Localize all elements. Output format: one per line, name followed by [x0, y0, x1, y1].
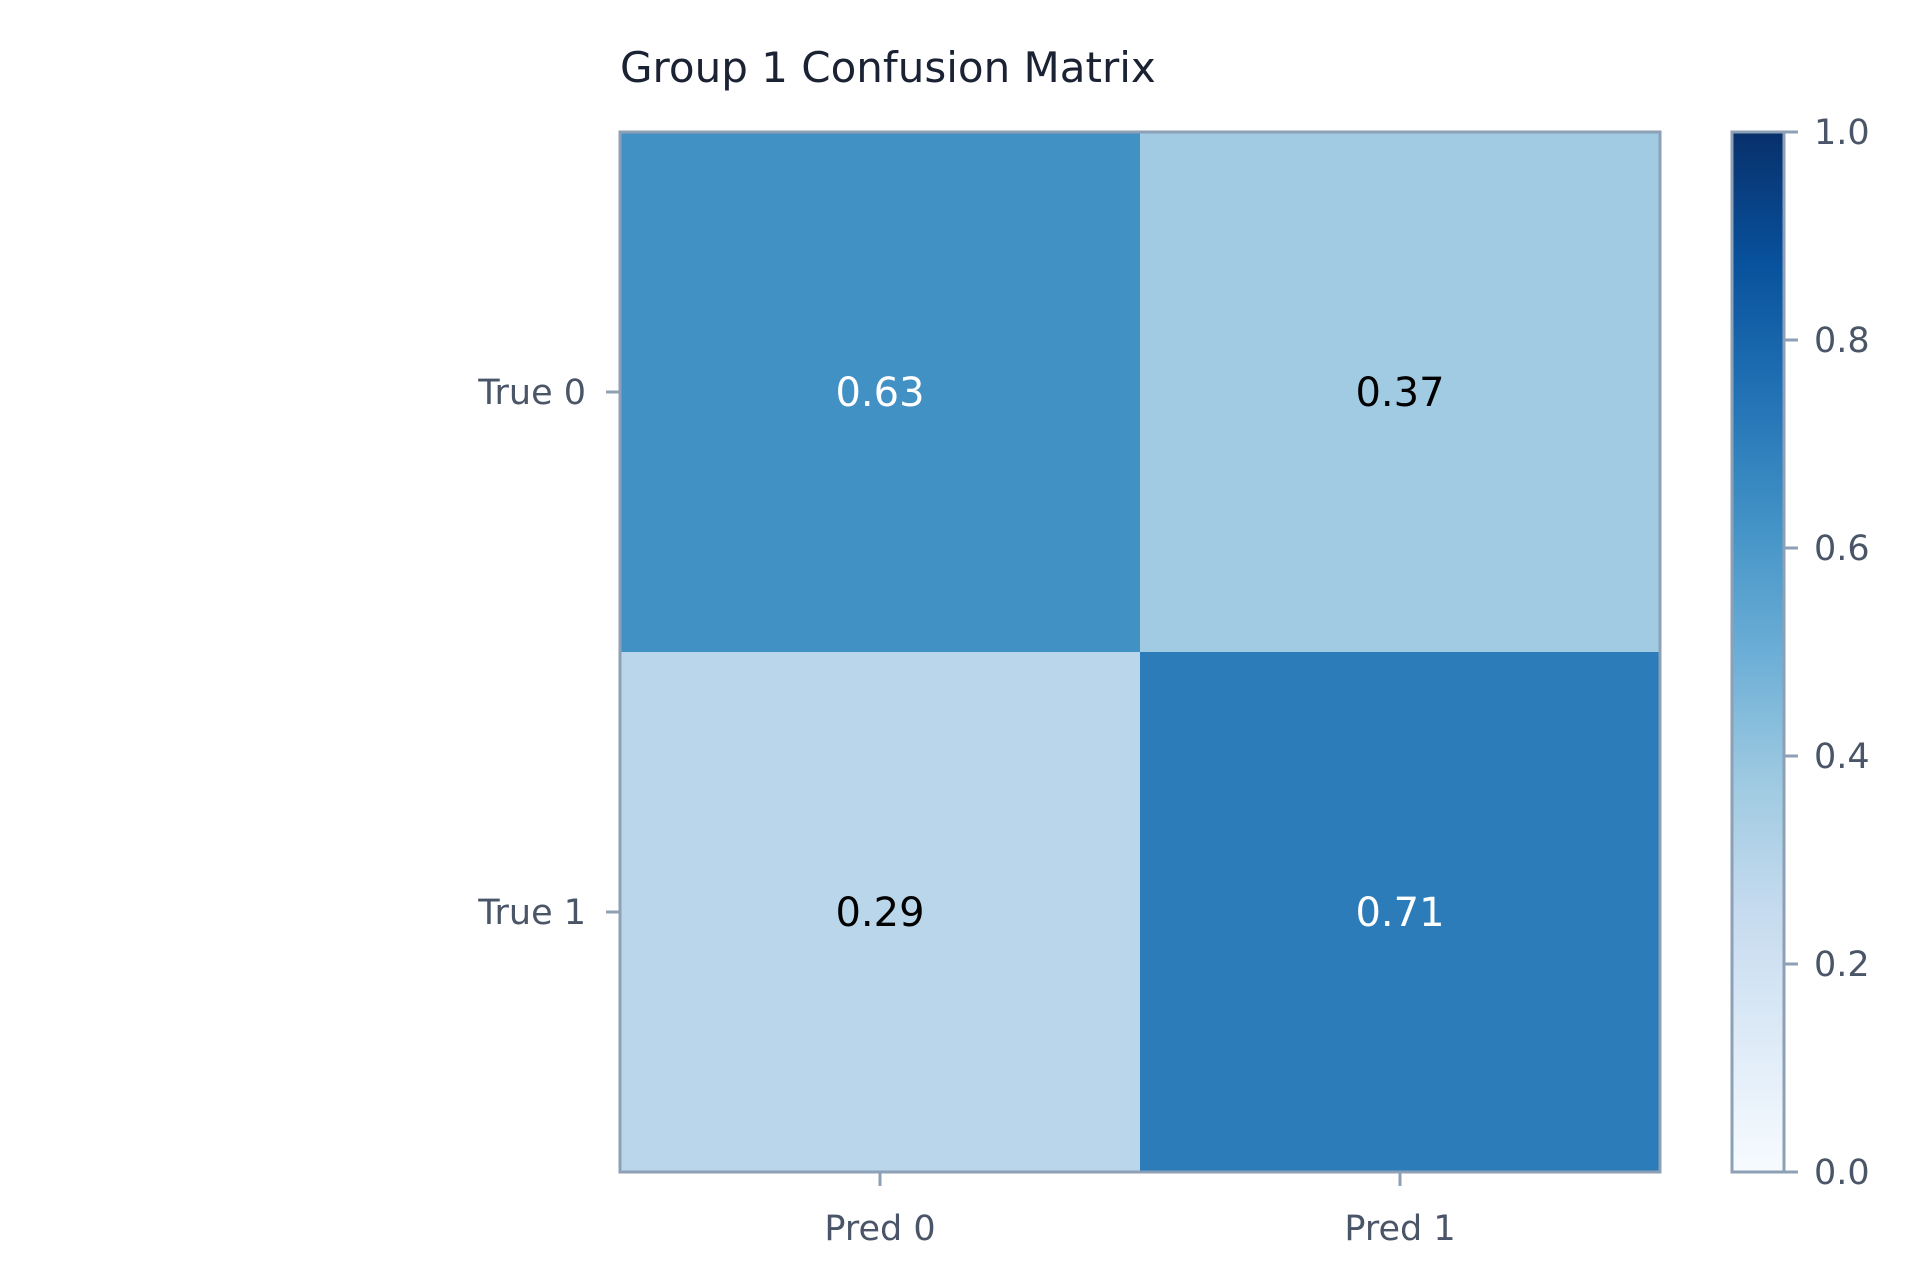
chart-title: Group 1 Confusion Matrix [620, 43, 1156, 92]
x-axis: Pred 0 Pred 1 [824, 1172, 1456, 1249]
colorbar-tick-label: 0.4 [1814, 737, 1870, 777]
heatmap-value-labels: 0.63 0.37 0.29 0.71 [835, 370, 1444, 936]
colorbar-tick-label: 0.0 [1814, 1153, 1870, 1193]
colorbar-tick-label: 1.0 [1814, 113, 1870, 153]
y-axis: True 0 True 1 [477, 373, 620, 933]
colorbar [1730, 130, 1786, 1174]
heatmap-cell [1140, 652, 1660, 1172]
heatmap-cells [620, 132, 1660, 1172]
y-tick-label: True 0 [477, 373, 586, 413]
heatmap-cell [1140, 132, 1660, 652]
cell-value-label: 0.29 [835, 890, 924, 936]
plot-frame [618, 130, 1662, 1174]
colorbar-tick-label: 0.6 [1814, 529, 1870, 569]
heatmap-cell [620, 132, 1140, 652]
cell-value-label: 0.71 [1355, 890, 1444, 936]
heatmap-cell [620, 652, 1140, 1172]
colorbar-tick-label: 0.8 [1814, 321, 1870, 361]
cell-value-label: 0.37 [1355, 370, 1444, 416]
x-tick-label: Pred 0 [824, 1209, 935, 1249]
colorbar-tick-label: 0.2 [1814, 945, 1870, 985]
x-tick-label: Pred 1 [1344, 1209, 1455, 1249]
cell-value-label: 0.63 [835, 370, 924, 416]
colorbar-axis: 0.0 0.2 0.4 0.6 0.8 1.0 [1784, 113, 1870, 1193]
y-tick-label: True 1 [477, 893, 586, 933]
